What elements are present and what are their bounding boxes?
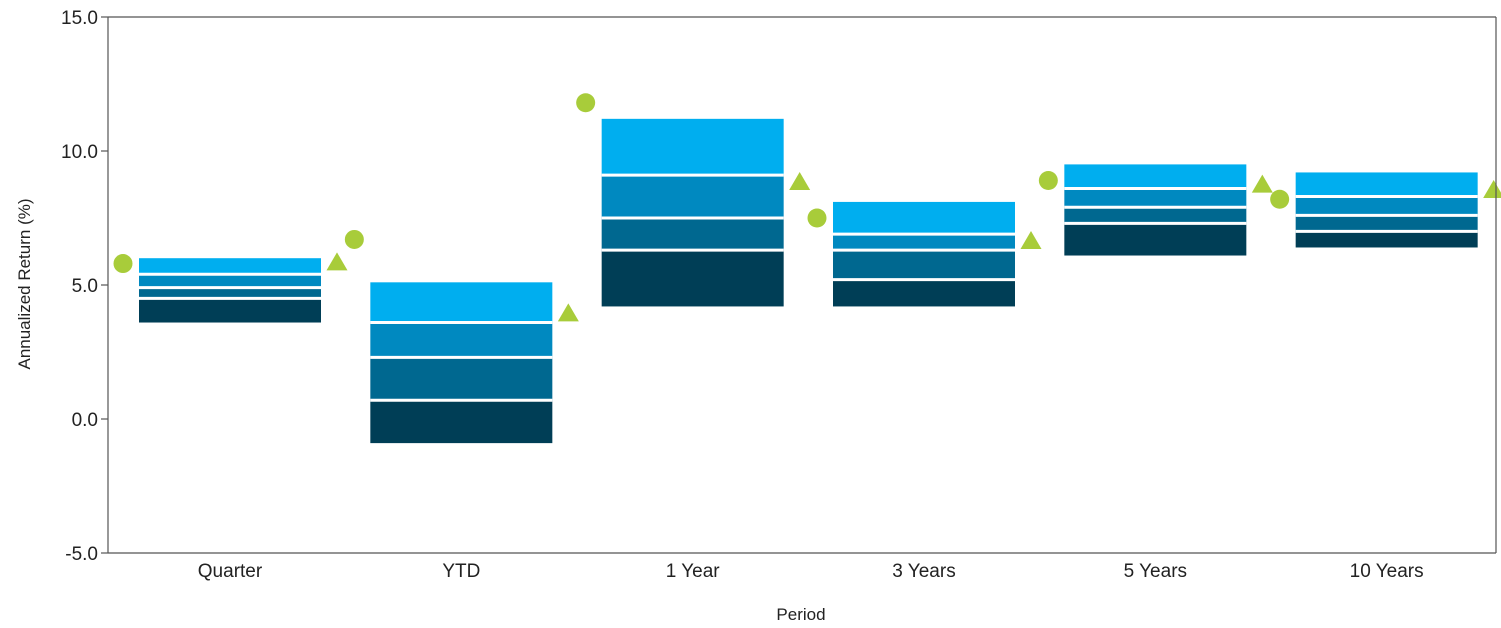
x-tick-label: 1 Year <box>666 561 721 582</box>
range-bar-5-years <box>1064 164 1247 256</box>
x-tick-label: YTD <box>442 561 480 582</box>
range-bar-3-years <box>833 201 1015 307</box>
range-bar-quarter <box>139 258 321 323</box>
band-75-95 <box>370 282 553 323</box>
circle-marker <box>576 93 596 113</box>
x-tick-label: 3 Years <box>892 561 955 582</box>
y-tick-label: 10.0 <box>61 142 98 163</box>
x-tick-label: 10 Years <box>1350 561 1424 582</box>
x-axis-title: Period <box>776 605 825 624</box>
band-5-25 <box>370 400 553 444</box>
band-75-95 <box>601 118 784 176</box>
range-bar-ytd <box>370 282 553 444</box>
band-median-75 <box>1295 196 1478 216</box>
band-5-25 <box>833 279 1015 307</box>
circle-marker <box>1038 170 1058 190</box>
band-75-95 <box>139 258 321 275</box>
circle-marker <box>344 229 364 249</box>
x-tick-label: Quarter <box>198 561 263 582</box>
y-axis-title: Annualized Return (%) <box>15 198 34 369</box>
triangle-marker <box>789 172 811 190</box>
band-5-25 <box>139 298 321 323</box>
triangle-marker <box>326 252 348 271</box>
range-bar-1-year <box>601 118 784 307</box>
triangle-marker <box>1020 230 1042 249</box>
triangle-marker <box>1251 174 1273 193</box>
band-5-25 <box>1064 223 1247 256</box>
band-75-95 <box>1295 172 1478 197</box>
band-25-median <box>1295 215 1478 232</box>
band-median-75 <box>139 274 321 288</box>
y-tick-label: -5.0 <box>65 544 98 565</box>
band-median-75 <box>1064 188 1247 208</box>
band-25-median <box>370 357 553 401</box>
band-25-median <box>833 250 1015 280</box>
range-bar-10-years <box>1295 172 1478 248</box>
triangle-marker <box>1483 180 1501 199</box>
plot-area <box>113 93 1501 444</box>
band-median-75 <box>833 234 1015 251</box>
band-median-75 <box>370 322 553 358</box>
band-median-75 <box>601 175 784 218</box>
circle-marker <box>807 208 827 228</box>
band-25-median <box>1064 207 1247 224</box>
y-tick-label: 5.0 <box>72 276 98 297</box>
band-5-25 <box>1295 231 1478 248</box>
band-75-95 <box>833 201 1015 235</box>
y-tick-label: 0.0 <box>72 410 98 431</box>
x-tick-label: 5 Years <box>1124 561 1187 582</box>
circle-marker <box>113 254 133 274</box>
circle-marker <box>1270 189 1290 209</box>
band-25-median <box>139 287 321 299</box>
band-25-median <box>601 218 784 251</box>
band-5-25 <box>601 250 784 307</box>
y-tick-label: 15.0 <box>61 8 98 29</box>
axes: -5.0 0.0 5.0 10.0 15.0 Quarter YTD 1 Year 3 Year… <box>61 8 1497 582</box>
triangle-marker <box>557 303 579 322</box>
band-75-95 <box>1064 164 1247 189</box>
